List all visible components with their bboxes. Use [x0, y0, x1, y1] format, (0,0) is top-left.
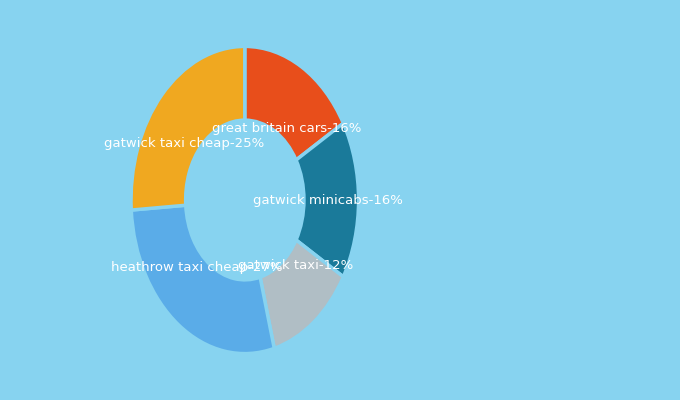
Wedge shape: [296, 123, 358, 277]
Wedge shape: [260, 240, 343, 348]
Text: gatwick taxi-12%: gatwick taxi-12%: [238, 259, 353, 272]
Wedge shape: [131, 46, 245, 210]
Text: heathrow taxi cheap-27%: heathrow taxi cheap-27%: [111, 261, 282, 274]
Wedge shape: [245, 46, 343, 160]
Text: great britain cars-16%: great britain cars-16%: [211, 122, 361, 134]
Wedge shape: [131, 205, 274, 354]
Text: gatwick minicabs-16%: gatwick minicabs-16%: [253, 194, 403, 206]
Text: gatwick taxi cheap-25%: gatwick taxi cheap-25%: [104, 137, 265, 150]
